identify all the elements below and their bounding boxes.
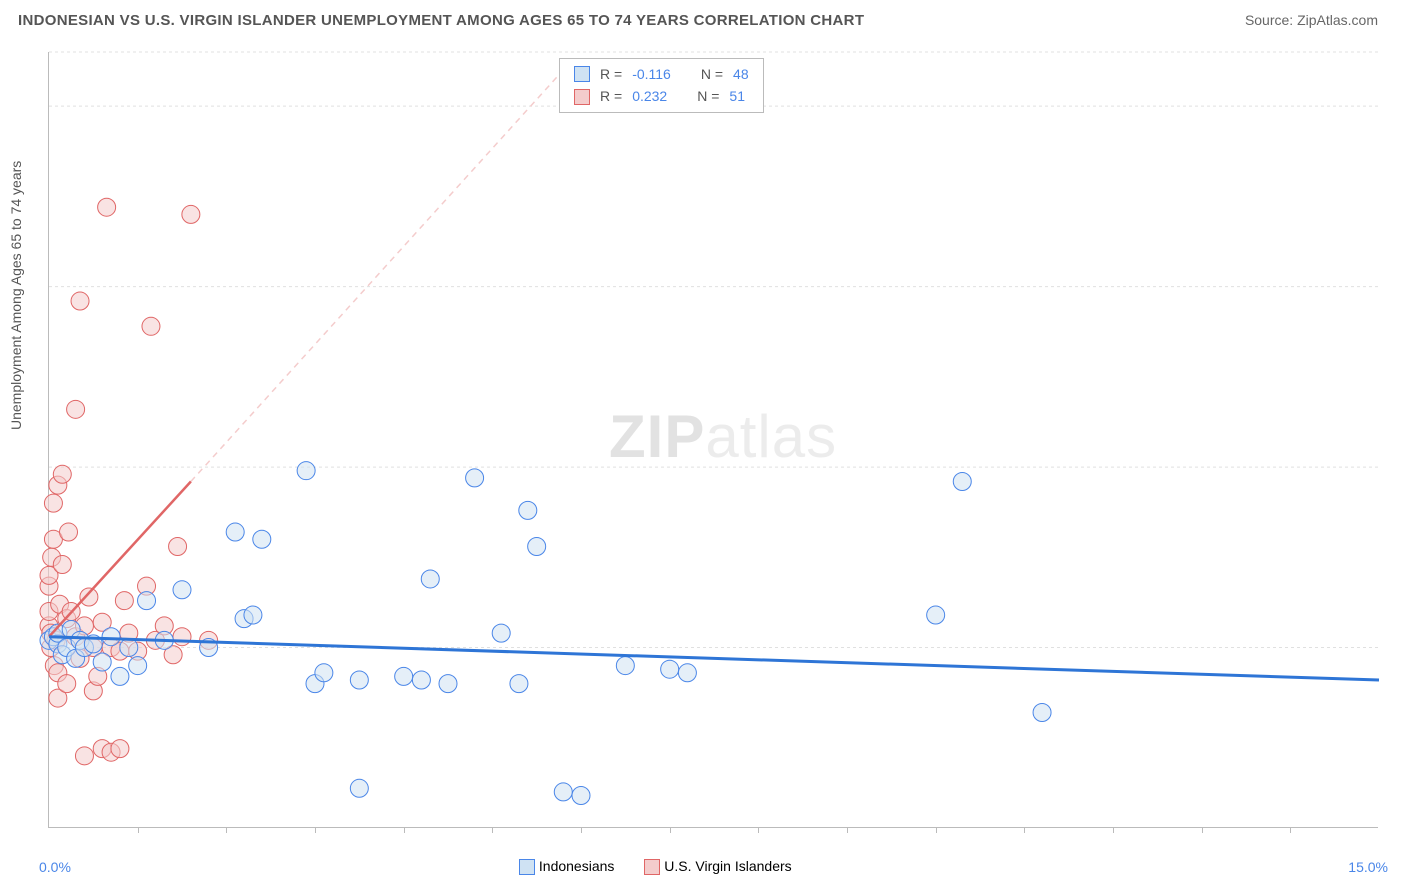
x-tick-mark	[315, 827, 316, 833]
x-tick-mark	[1113, 827, 1114, 833]
trend-line	[49, 482, 191, 637]
legend-label: U.S. Virgin Islanders	[664, 858, 791, 874]
chart-title: INDONESIAN VS U.S. VIRGIN ISLANDER UNEMP…	[18, 12, 864, 29]
legend-item-usvi: U.S. Virgin Islanders	[644, 858, 791, 875]
swatch-usvi	[644, 859, 660, 875]
r-value-indonesians: -0.116	[632, 63, 671, 85]
swatch-usvi	[574, 89, 590, 105]
x-tick-mark	[758, 827, 759, 833]
stats-row-indonesians: R = -0.116 N = 48	[574, 63, 749, 85]
x-axis-min-label: 0.0%	[39, 859, 71, 875]
plot-area: ZIPatlas R = -0.116 N = 48 R = 0.232 N =…	[48, 52, 1378, 828]
y-tick-label: 20.0%	[1388, 98, 1406, 114]
x-tick-mark	[1024, 827, 1025, 833]
stats-legend: R = -0.116 N = 48 R = 0.232 N = 51	[559, 58, 764, 113]
n-label: N =	[697, 85, 719, 107]
x-tick-mark	[404, 827, 405, 833]
trend-line	[191, 70, 563, 481]
y-tick-label: 10.0%	[1388, 459, 1406, 475]
swatch-indonesians	[574, 66, 590, 82]
r-value-usvi: 0.232	[632, 85, 667, 107]
n-value-indonesians: 48	[733, 63, 749, 85]
trend-line	[49, 637, 1379, 680]
x-tick-mark	[936, 827, 937, 833]
swatch-indonesians	[519, 859, 535, 875]
source-attribution: Source: ZipAtlas.com	[1245, 12, 1378, 28]
x-tick-mark	[492, 827, 493, 833]
x-tick-mark	[670, 827, 671, 833]
x-tick-mark	[226, 827, 227, 833]
n-label: N =	[701, 63, 723, 85]
r-label: R =	[600, 85, 622, 107]
x-tick-mark	[581, 827, 582, 833]
legend-item-indonesians: Indonesians	[519, 858, 614, 875]
n-value-usvi: 51	[729, 85, 745, 107]
y-tick-label: 5.0%	[1388, 640, 1406, 656]
x-tick-mark	[138, 827, 139, 833]
trend-layer	[49, 52, 1378, 827]
stats-row-usvi: R = 0.232 N = 51	[574, 85, 749, 107]
legend-label: Indonesians	[539, 858, 615, 874]
x-axis-max-label: 15.0%	[1348, 859, 1388, 875]
y-tick-label: 15.0%	[1388, 279, 1406, 295]
series-legend: Indonesians U.S. Virgin Islanders	[519, 858, 792, 875]
r-label: R =	[600, 63, 622, 85]
x-tick-mark	[847, 827, 848, 833]
x-tick-mark	[1290, 827, 1291, 833]
x-tick-mark	[1202, 827, 1203, 833]
y-axis-label: Unemployment Among Ages 65 to 74 years	[8, 161, 24, 430]
